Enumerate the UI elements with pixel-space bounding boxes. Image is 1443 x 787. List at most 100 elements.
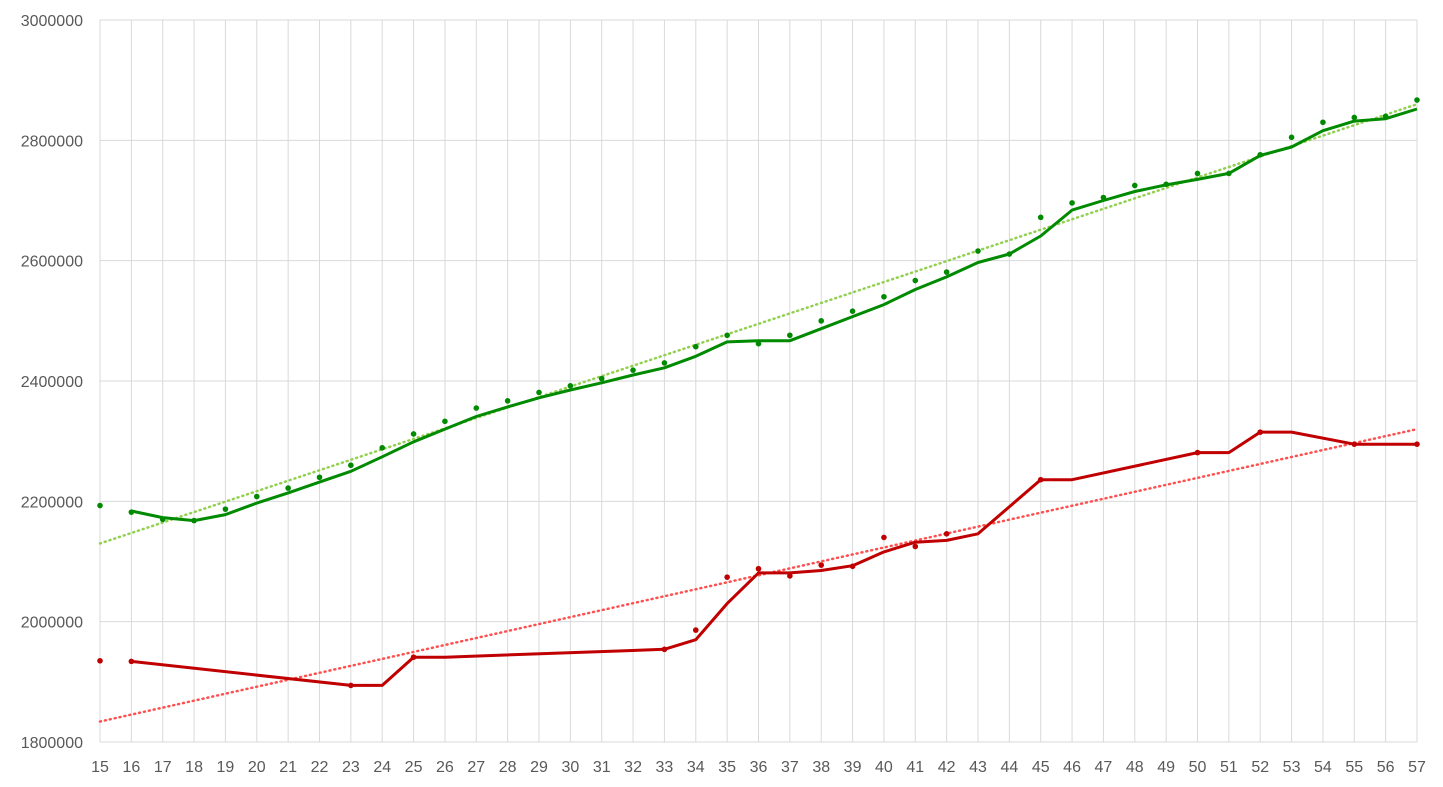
data-point	[1100, 194, 1107, 201]
data-point	[159, 516, 166, 523]
data-point	[128, 509, 135, 515]
x-tick-label: 16	[122, 759, 140, 776]
data-point	[473, 405, 480, 411]
x-tick-label: 21	[279, 759, 297, 776]
data-point	[97, 502, 103, 509]
data-point	[1414, 441, 1420, 447]
data-point	[1351, 441, 1358, 447]
data-point	[661, 646, 668, 653]
data-point	[191, 517, 197, 524]
data-point	[661, 360, 668, 366]
x-tick-label: 49	[1157, 759, 1175, 776]
data-point	[692, 627, 699, 633]
x-tick-label: 32	[624, 759, 642, 776]
data-point	[1257, 429, 1264, 435]
x-tick-label: 37	[781, 759, 799, 776]
x-tick-label: 29	[530, 759, 548, 776]
x-tick-label: 20	[248, 759, 266, 776]
data-point	[818, 562, 825, 568]
data-point	[1226, 170, 1232, 177]
data-point	[630, 367, 636, 373]
y-tick-label: 2600000	[21, 254, 83, 271]
series-1	[97, 427, 1420, 723]
data-point	[1163, 181, 1169, 188]
x-tick-label: 53	[1283, 759, 1301, 776]
data-point	[1006, 251, 1013, 257]
data-point	[943, 531, 950, 537]
data-point	[975, 248, 981, 254]
data-point	[379, 444, 386, 451]
y-tick-label: 1800000	[21, 735, 83, 752]
x-tick-label: 38	[812, 759, 830, 776]
x-tick-label: 19	[217, 759, 235, 776]
data-point	[912, 543, 919, 550]
data-point	[348, 462, 354, 469]
x-tick-label: 54	[1314, 759, 1332, 776]
y-tick-label: 2200000	[21, 494, 83, 511]
x-tick-label: 27	[467, 759, 485, 776]
x-tick-label: 26	[436, 759, 454, 776]
series-0	[97, 97, 1420, 545]
x-tick-label: 42	[938, 759, 956, 776]
x-tick-label: 22	[311, 759, 329, 776]
data-point	[755, 565, 762, 572]
x-tick-label: 51	[1220, 759, 1238, 776]
x-tick-label: 56	[1377, 759, 1395, 776]
data-point	[1194, 449, 1201, 456]
x-tick-label: 31	[593, 759, 611, 776]
y-tick-label: 2000000	[21, 615, 83, 632]
x-tick-label: 40	[875, 759, 893, 776]
data-point	[504, 398, 511, 404]
x-tick-label: 57	[1408, 759, 1426, 776]
data-point	[536, 389, 542, 396]
x-tick-label: 15	[91, 759, 109, 776]
data-point	[724, 574, 730, 580]
data-point	[442, 418, 448, 425]
data-point	[348, 682, 354, 689]
data-point	[1037, 476, 1044, 483]
data-point	[1131, 182, 1138, 189]
x-tick-label: 44	[1000, 759, 1018, 776]
x-tick-label: 25	[405, 759, 423, 776]
data-point	[724, 332, 730, 339]
y-tick-label: 2800000	[21, 133, 83, 150]
data-point	[253, 493, 260, 500]
x-tick-label: 45	[1032, 759, 1050, 776]
data-point	[692, 343, 699, 350]
data-point	[97, 657, 103, 664]
y-tick-label: 3000000	[21, 13, 83, 30]
data-point	[818, 318, 825, 324]
data-point	[316, 474, 323, 481]
trendline	[98, 427, 1419, 723]
data-point	[1069, 200, 1075, 206]
x-tick-label: 55	[1345, 759, 1363, 776]
data-point	[1257, 151, 1264, 158]
x-tick-label: 41	[906, 759, 924, 776]
data-point	[285, 485, 291, 491]
gridlines	[99, 19, 1418, 743]
data-point	[1382, 113, 1389, 120]
x-axis-ticks: 15 16 17 18 19 20 21 22 23 24 25 26 27 28 29 30 31 32 33 34…	[91, 759, 1426, 776]
trendline	[98, 102, 1419, 545]
data-point	[1037, 214, 1044, 221]
data-point	[849, 308, 856, 315]
x-tick-label: 39	[844, 759, 862, 776]
data-point	[410, 654, 417, 660]
x-tick-label: 47	[1095, 759, 1113, 776]
moving-average-line	[131, 430, 1417, 687]
data-point	[1351, 114, 1358, 121]
x-tick-label: 52	[1251, 759, 1269, 776]
x-tick-label: 35	[718, 759, 736, 776]
data-point	[1194, 170, 1201, 177]
data-point	[1414, 97, 1420, 103]
data-point	[1320, 119, 1326, 126]
data-point	[881, 534, 887, 541]
data-point	[410, 431, 417, 437]
data-point	[598, 375, 605, 382]
data-point	[128, 658, 135, 665]
x-tick-label: 34	[687, 759, 705, 776]
x-tick-label: 33	[656, 759, 674, 776]
plot-area	[97, 97, 1420, 723]
x-tick-label: 17	[154, 759, 172, 776]
